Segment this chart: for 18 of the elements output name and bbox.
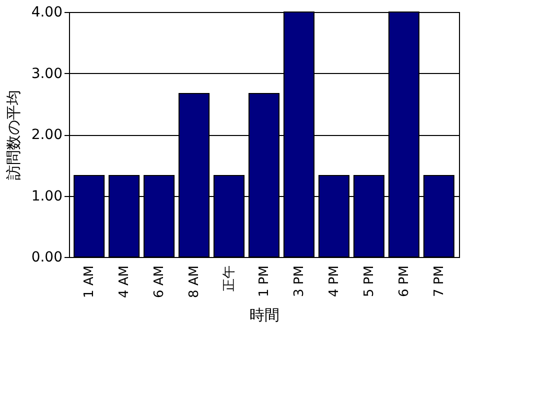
- y-tick-label: 2.00: [31, 127, 62, 143]
- x-tick-label: 5 PM: [362, 266, 377, 297]
- x-axis-title: 時間: [250, 306, 280, 324]
- y-axis-title: 訪問数の平均: [4, 90, 22, 180]
- x-tick-label: 8 AM: [187, 266, 202, 298]
- y-tick-label: 3.00: [31, 66, 62, 82]
- y-tick-label: 0.00: [31, 250, 62, 266]
- x-tick-label: 4 AM: [117, 266, 132, 298]
- x-tick-label: 3 PM: [292, 266, 307, 297]
- x-tick-label: 1 PM: [257, 266, 272, 297]
- y-tick-label: 4.00: [31, 4, 62, 20]
- x-tick-label: 4 PM: [326, 266, 342, 297]
- x-tick-label: 7 PM: [432, 266, 447, 297]
- x-tick-label: 6 AM: [152, 266, 168, 298]
- x-tick-label: 正午: [222, 266, 238, 292]
- x-tick-label: 6 PM: [396, 266, 412, 297]
- x-tick-label: 1 AM: [82, 266, 98, 298]
- y-tick-label: 1.00: [31, 188, 62, 204]
